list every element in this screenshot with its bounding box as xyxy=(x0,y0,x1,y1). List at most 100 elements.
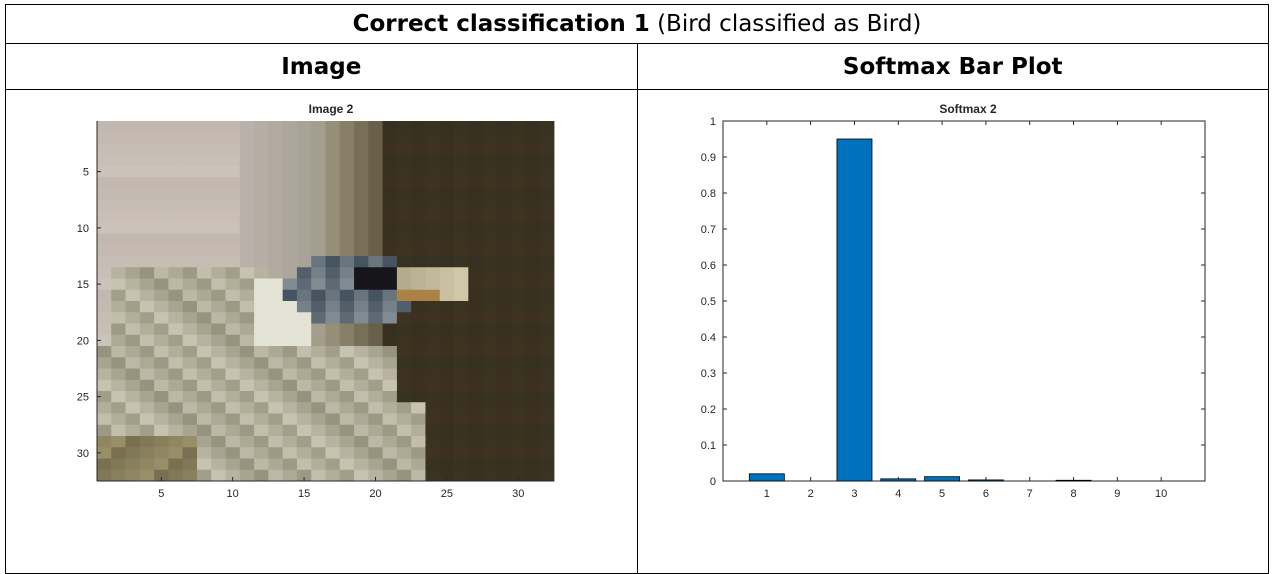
pixel-cell xyxy=(296,323,312,336)
pixel-cell xyxy=(111,368,126,381)
pixel-cell xyxy=(454,222,469,234)
pixel-cell xyxy=(511,211,526,223)
pixel-cell xyxy=(396,458,412,471)
pixel-cell xyxy=(225,166,241,178)
softmax-axes-box xyxy=(722,120,1205,482)
pixel-cell xyxy=(97,301,112,313)
pixel-cell xyxy=(511,402,526,414)
pixel-cell xyxy=(368,188,384,201)
pixel-cell xyxy=(239,469,255,482)
pixel-cell xyxy=(296,458,312,471)
pixel-cell xyxy=(468,222,483,234)
pixel-cell xyxy=(282,143,298,156)
pixel-cell xyxy=(125,391,141,403)
pixel-cell xyxy=(368,233,384,246)
pixel-cell xyxy=(125,301,141,313)
pixel-cell xyxy=(196,222,212,234)
pixel-cell xyxy=(482,368,498,381)
pixel-cell xyxy=(154,312,169,324)
column-header-image: Image xyxy=(5,43,638,90)
pixel-cell xyxy=(525,289,541,302)
pixel-cell xyxy=(97,166,112,178)
pixel-cell xyxy=(496,256,512,268)
pixel-cell xyxy=(411,402,426,414)
pixel-cell xyxy=(539,301,555,313)
pixel-cell xyxy=(411,458,426,471)
pixel-cell xyxy=(154,267,169,279)
pixel-cell xyxy=(168,289,184,302)
pixel-cell xyxy=(225,301,241,313)
pixel-cell xyxy=(396,211,412,223)
pixel-cell xyxy=(496,244,512,257)
pixel-cell xyxy=(539,312,555,324)
pixel-cell xyxy=(211,233,226,246)
pixel-cell xyxy=(196,166,212,178)
pixel-cell xyxy=(97,447,112,459)
pixel-cell xyxy=(182,166,198,178)
pixel-cell xyxy=(196,312,212,324)
pixel-cell xyxy=(268,278,284,291)
pixel-cell xyxy=(539,166,555,178)
pixel-cell xyxy=(382,312,398,324)
pixel-cell xyxy=(296,424,312,437)
pixel-cell xyxy=(254,301,269,313)
pixel-cell xyxy=(482,132,498,144)
pixel-cell xyxy=(368,278,384,291)
pixel-cell xyxy=(254,244,269,257)
pixel-cell xyxy=(268,177,284,189)
pixel-cell xyxy=(468,368,483,381)
pixel-cell xyxy=(182,346,198,358)
pixel-cell xyxy=(525,211,541,223)
pixel-cell xyxy=(496,211,512,223)
pixel-cell xyxy=(325,402,341,414)
pixel-cell xyxy=(454,368,469,381)
pixel-cell xyxy=(439,121,455,133)
pixel-cell xyxy=(311,244,326,257)
pixel-cell xyxy=(496,132,512,144)
pixel-cell xyxy=(139,424,155,437)
pixel-cell xyxy=(139,256,155,268)
pixel-cell xyxy=(239,368,255,381)
pixel-cell xyxy=(125,256,141,268)
pixel-cell xyxy=(439,188,455,201)
pixel-cell xyxy=(425,289,441,302)
pixel-cell xyxy=(496,346,512,358)
pixel-cell xyxy=(354,166,369,178)
pixel-cell xyxy=(139,154,155,167)
pixel-cell xyxy=(439,424,455,437)
figure-table: Correct classification 1 (Bird classifie… xyxy=(5,4,1269,574)
pixel-cell xyxy=(196,244,212,257)
pixel-cell xyxy=(525,154,541,167)
pixel-cell xyxy=(125,166,141,178)
pixel-cell xyxy=(196,289,212,302)
pixel-cell xyxy=(439,346,455,358)
pixel-cell xyxy=(396,177,412,189)
pixel-cell xyxy=(254,346,269,358)
pixel-cell xyxy=(125,154,141,167)
pixel-cell xyxy=(254,222,269,234)
pixel-cell xyxy=(482,177,498,189)
pixel-cell xyxy=(296,132,312,144)
pixel-cell xyxy=(496,289,512,302)
pixel-cell xyxy=(325,244,341,257)
pixel-cell xyxy=(111,132,126,144)
pixel-cell xyxy=(296,199,312,212)
pixel-cell xyxy=(396,357,412,369)
pixel-cell xyxy=(154,357,169,369)
pixel-cell xyxy=(368,447,384,459)
pixel-cell xyxy=(125,267,141,279)
pixel-cell xyxy=(97,346,112,358)
pixel-cell xyxy=(125,188,141,201)
pixel-cell xyxy=(382,447,398,459)
pixel-cell xyxy=(354,199,369,212)
pixel-cell xyxy=(225,199,241,212)
pixel-cell xyxy=(168,222,184,234)
pixel-cell xyxy=(125,312,141,324)
pixel-cell xyxy=(325,121,341,133)
pixel-cell xyxy=(296,177,312,189)
pixel-cell xyxy=(339,447,355,459)
pixel-cell xyxy=(454,447,469,459)
pixel-cell xyxy=(239,256,255,268)
pixel-cell xyxy=(296,166,312,178)
pixel-cell xyxy=(182,211,198,223)
